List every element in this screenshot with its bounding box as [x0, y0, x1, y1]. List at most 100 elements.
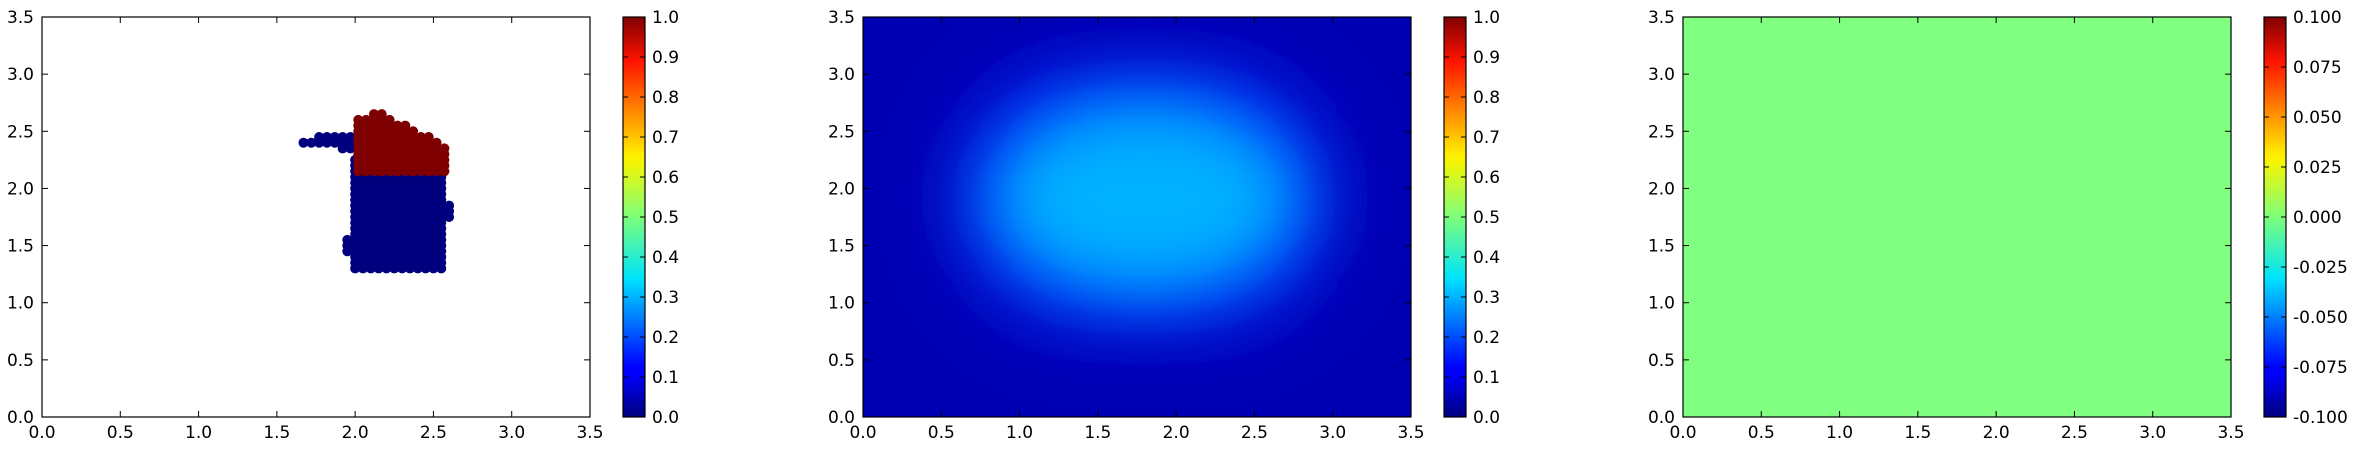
y-tick-label: 1.0	[7, 294, 34, 314]
x-tick-label: 3.5	[2217, 423, 2244, 443]
scatter-point	[342, 234, 353, 245]
colorbar-tick-label: 0.5	[1473, 208, 1500, 228]
y-tick-label: 0.0	[7, 408, 34, 428]
y-tick-label: 0.5	[1648, 351, 1675, 371]
x-tick-label: 0.0	[1669, 423, 1696, 443]
y-tick-label: 2.5	[1648, 122, 1675, 142]
axes-frame	[1682, 16, 2232, 418]
colorbar-tick-label: 0.100	[2293, 8, 2342, 28]
colorbar-tick-label: 0.8	[652, 88, 679, 108]
y-tick-label: 3.0	[828, 65, 855, 85]
colorbar-tick-label: 0.3	[1473, 288, 1500, 308]
axes-frame	[41, 16, 591, 418]
colorbar-tick-label: 0.7	[1473, 128, 1500, 148]
x-tick-label: 0.0	[28, 423, 55, 443]
scatter-points	[298, 109, 455, 274]
y-tick-label: 3.0	[7, 65, 34, 85]
colorbar-tick-label: 0.1	[1473, 368, 1500, 388]
colorbar-tick-label: -0.075	[2293, 358, 2348, 378]
x-tick-label: 1.0	[1006, 423, 1033, 443]
colorbar-tick-label: 0.4	[652, 248, 679, 268]
scatter-point	[345, 132, 356, 142]
y-tick-label: 2.0	[828, 179, 855, 199]
x-tick-label: 3.0	[1319, 423, 1346, 443]
scatter-point	[350, 234, 361, 245]
heatmap-panel: 0.0 0.5 1.0 1.5 2.0 2.5 3.0 3.5 0.0 0.5 1.0 1.5 2.0 2…	[828, 8, 1500, 443]
y-tick-label: 0.0	[1648, 408, 1675, 428]
y-tick-label: 1.5	[828, 237, 855, 257]
heatmap-peak	[988, 119, 1302, 280]
scatter-point	[428, 200, 439, 211]
colorbar-tick-label: 1.0	[1473, 8, 1500, 28]
colorbar-tick-label: 0.6	[652, 168, 679, 188]
colorbar-tick-label: 0.0	[652, 408, 679, 428]
x-tick-label: 2.0	[1983, 423, 2010, 443]
scatter-point	[439, 143, 450, 154]
y-tick-label: 1.5	[1648, 237, 1675, 257]
constant-field	[1683, 17, 2231, 417]
colorbar-tick-label: 0.025	[2293, 158, 2342, 178]
heatmap-field	[863, 17, 1411, 417]
x-tick-label: 2.5	[2061, 423, 2088, 443]
scatter-point	[321, 132, 332, 142]
scatter-point	[408, 126, 419, 137]
colorbar-tick-label: 0.4	[1473, 248, 1500, 268]
colorbar-tick-label: 0.0	[1473, 408, 1500, 428]
y-tick-label: 3.0	[1648, 65, 1675, 85]
y-tick-label: 1.0	[828, 294, 855, 314]
colorbar-tick-label: 0.5	[652, 208, 679, 228]
colorbar-tick-label: 0.7	[652, 128, 679, 148]
x-tick-label: 3.5	[1397, 423, 1424, 443]
scatter-point	[314, 132, 325, 142]
colorbar-tick-label: 0.3	[652, 288, 679, 308]
scatter-point	[400, 120, 411, 131]
x-tick-label: 3.0	[498, 423, 525, 443]
y-tick-label: 0.5	[7, 351, 34, 371]
x-tick-label: 0.5	[928, 423, 955, 443]
x-tick-label: 2.5	[1241, 423, 1268, 443]
axes-frame	[862, 16, 1412, 418]
scatter-point	[376, 109, 387, 120]
plot-background	[42, 17, 590, 417]
colorbar-tick-label: -0.050	[2293, 308, 2348, 328]
x-tick-label: 0.0	[849, 423, 876, 443]
x-tick-label: 3.5	[576, 423, 603, 443]
x-tick-label: 2.0	[342, 423, 369, 443]
scatter-point	[436, 200, 447, 211]
scatter-point	[431, 137, 442, 148]
colorbar-gradient	[2264, 17, 2286, 417]
x-tick-label: 1.5	[263, 423, 290, 443]
scatter-point	[306, 137, 317, 148]
scatter-point	[357, 234, 368, 245]
scatter-point	[353, 114, 364, 125]
scatter-point	[337, 132, 348, 142]
colorbar-tick-label: 0.9	[1473, 48, 1500, 68]
x-tick-label: 1.0	[1826, 423, 1853, 443]
x-tick-label: 0.5	[107, 423, 134, 443]
colorbar-tick-label: 0.000	[2293, 208, 2342, 228]
y-tick-label: 2.5	[828, 122, 855, 142]
scatter-point	[298, 137, 309, 148]
y-tick-label: 3.5	[1648, 8, 1675, 28]
y-tick-label: 2.5	[7, 122, 34, 142]
constant-field-panel: 0.0 0.5 1.0 1.5 2.0 2.5 3.0 3.5 0.0 0.5 1.0 1.5 2.0 2…	[1648, 8, 2348, 443]
x-tick-label: 2.5	[420, 423, 447, 443]
y-tick-label: 1.5	[7, 237, 34, 257]
scatter-point	[423, 132, 434, 142]
colorbar-tick-label: 0.2	[1473, 328, 1500, 348]
x-tick-label: 1.0	[185, 423, 212, 443]
colorbar-tick-label: 1.0	[652, 8, 679, 28]
scatter-point	[444, 200, 455, 211]
scatter-point	[368, 109, 379, 120]
y-tick-label: 2.0	[1648, 179, 1675, 199]
colorbar-tick-label: 0.050	[2293, 108, 2342, 128]
x-tick-label: 0.5	[1748, 423, 1775, 443]
colorbar-tick-label: 0.6	[1473, 168, 1500, 188]
scatter-point	[361, 114, 372, 125]
y-tick-label: 3.5	[828, 8, 855, 28]
scatter-point	[392, 120, 403, 131]
x-tick-label: 1.5	[1904, 423, 1931, 443]
x-tick-label: 1.5	[1084, 423, 1111, 443]
scatter-panel: 0.0 0.5 1.0 1.5 2.0 2.5 3.0 3.5 0.0 0.5 1.0 1.5 2.0 2…	[7, 8, 679, 443]
